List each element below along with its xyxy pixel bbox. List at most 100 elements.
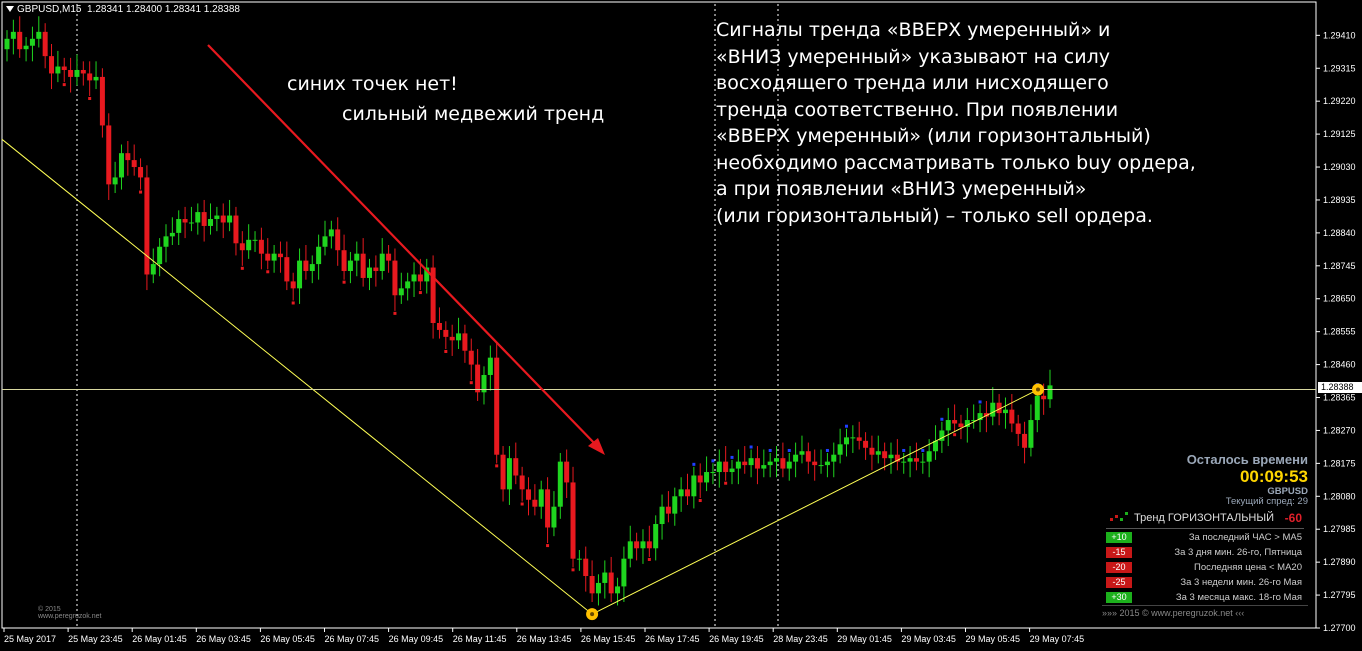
signal-dot [495,464,499,468]
candle-body [335,229,341,251]
candle-body [767,461,773,466]
candle-body [691,475,697,497]
candle-body [157,246,163,265]
x-tick-label: 29 May 01:45 [837,634,892,644]
candle-body [4,38,10,50]
candle-body [1002,409,1008,414]
x-tick-label: 26 May 15:45 [581,634,636,644]
signal-dot [921,448,925,452]
candle-body [901,461,907,463]
candle-body [494,357,500,455]
pivot-marker-center [590,612,595,617]
candle-body [398,288,404,296]
candle-body [519,475,525,490]
candle-body [799,451,805,455]
signal-dot [844,424,848,428]
candle-body [939,430,945,441]
candle-body [634,541,640,549]
candle-body [583,558,589,577]
candle-body [316,246,322,265]
signal-dot [692,462,696,466]
candle-body [964,420,970,427]
x-tick-label: 26 May 17:45 [645,634,700,644]
y-tick-label: 1.28555 [1323,327,1356,337]
candle-body [704,472,710,483]
candle-body [106,125,112,185]
trend-info-panel: Осталось времени 00:09:53 GBPUSD Текущий… [1100,452,1310,624]
candle-body [977,413,983,421]
candle-body [131,160,137,168]
candle-body [1041,395,1047,400]
candle-body [824,461,830,466]
candle-body [710,472,716,474]
x-tick-label: 26 May 11:45 [453,634,507,644]
candle-body [735,461,741,469]
candle-body [875,451,881,455]
candle-body [449,336,455,341]
x-tick-label: 26 May 05:45 [260,634,315,644]
candle-body [373,267,379,272]
candle-body [595,582,601,594]
y-tick-label: 1.28080 [1323,491,1356,501]
panel-spread: Текущий спред: 29 [1225,496,1308,507]
y-tick-label: 1.29220 [1323,96,1356,106]
candle-body [23,45,29,50]
candle-body [36,31,42,39]
candle-body [233,215,239,244]
signal-dot [902,448,906,452]
signal-dot [240,266,244,270]
candle-body [716,461,722,473]
x-tick-label: 26 May 13:45 [517,634,572,644]
y-tick-label: 1.28650 [1323,294,1356,304]
signal-dot [978,400,982,404]
y-tick-label: 1.28840 [1323,228,1356,238]
candle-body [239,243,245,251]
chart-symbol-icon [6,6,14,13]
factor-row: -20 Последняя цена < MA20 [1106,562,1304,575]
candle-body [837,444,843,455]
candle-body [863,440,869,448]
y-tick-label: 1.29125 [1323,129,1356,139]
y-tick-label: 1.27795 [1323,590,1356,600]
signal-dot [469,381,473,385]
candle-body [169,232,175,237]
chart-symbol: GBPUSD,M15 [17,4,82,15]
candle-body [138,167,144,178]
x-tick-label: 26 May 03:45 [196,634,251,644]
trend-bars-icon [1110,518,1113,521]
candle-body [80,69,86,74]
factor-row: -15 За 3 дня мин. 26-го, Пятница [1106,547,1304,560]
candle-body [150,264,156,275]
candle-body [532,499,538,507]
note-bear-trend: сильный медвежий тренд [342,103,605,125]
signal-dot [724,481,728,485]
candle-body [271,253,277,261]
x-tick-label: 25 May 23:45 [68,634,123,644]
x-tick-label: 26 May 19:45 [709,634,764,644]
candle-body [926,451,932,462]
x-tick-label: 26 May 09:45 [389,634,444,644]
candle-body [214,215,220,220]
x-tick-label: 29 May 03:45 [901,634,956,644]
candle-body [265,253,271,261]
candle-body [678,489,684,497]
signal-dot [768,448,772,452]
candle-body [430,267,436,323]
candle-body [443,329,449,337]
signal-dot [711,459,715,463]
candle-body [17,31,23,50]
candle-body [10,31,16,39]
candle-body [49,56,55,74]
panel-pair: GBPUSD [1267,486,1308,497]
ascending-trendline [591,389,1039,615]
candle-body [513,458,519,476]
candle-body [996,402,1002,414]
signal-dot [940,417,944,421]
candle-body [952,420,958,424]
candle-body [589,576,595,594]
signal-dot [266,270,270,274]
candle-body [913,458,919,462]
candle-body [1009,409,1015,424]
